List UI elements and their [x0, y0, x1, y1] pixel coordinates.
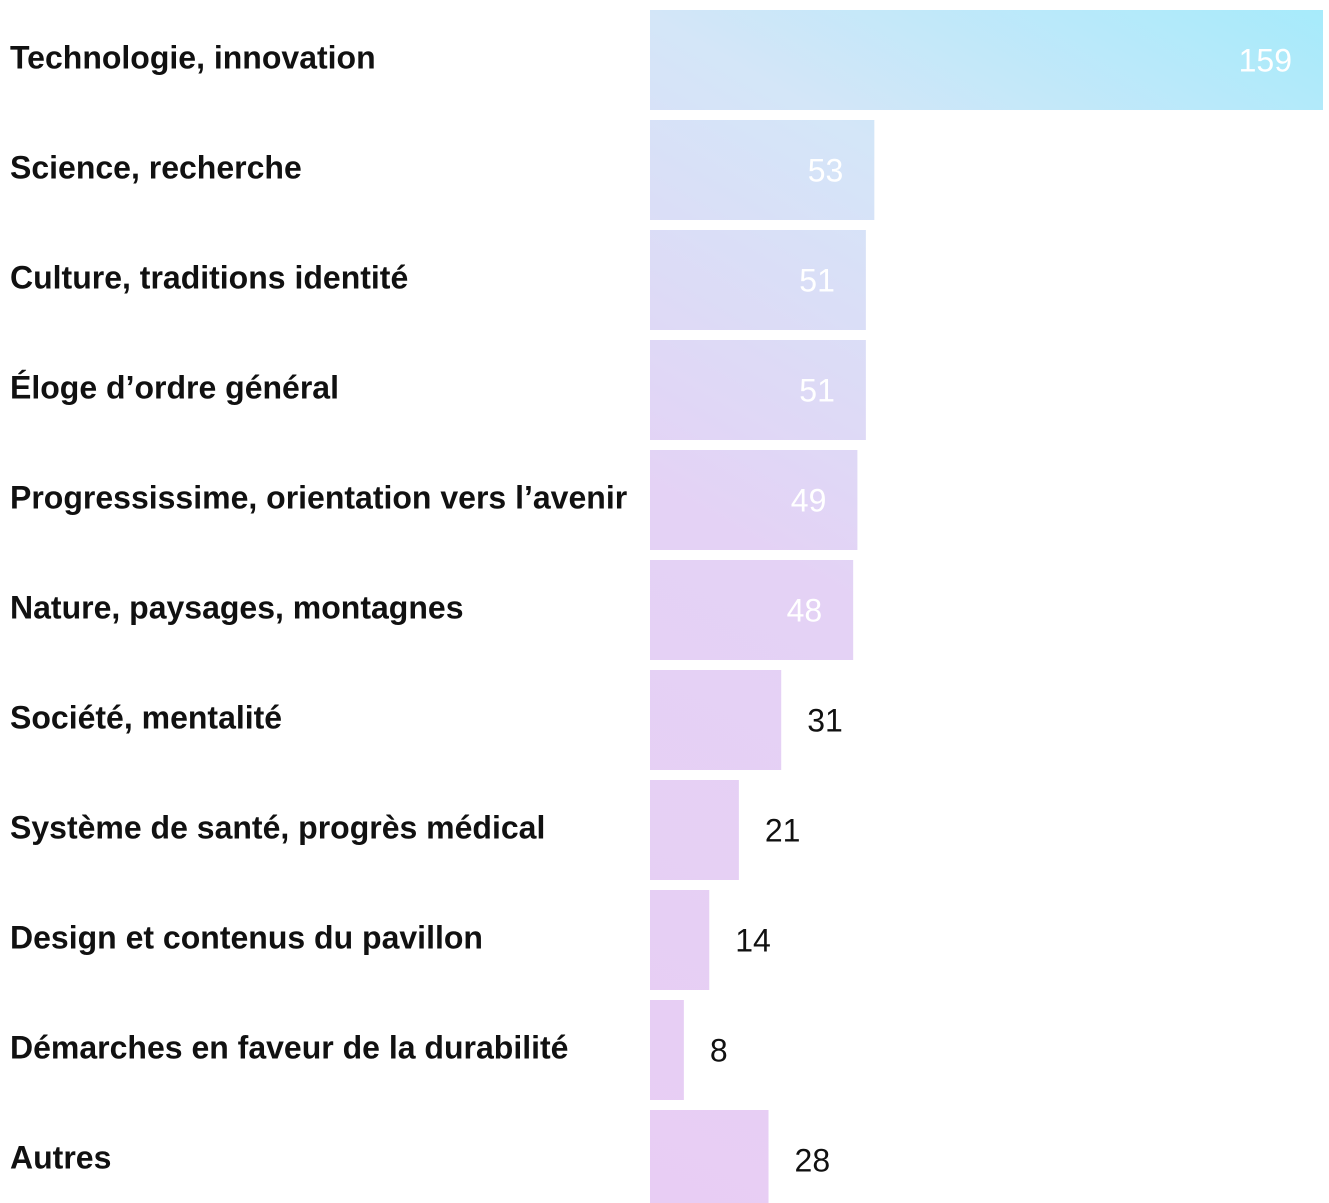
bar: [650, 230, 866, 330]
bar: [650, 10, 1323, 110]
value-label: 28: [795, 1142, 831, 1178]
category-label: Autres: [10, 1139, 111, 1175]
category-label: Progressissime, orientation vers l’aveni…: [10, 479, 627, 515]
category-label: Design et contenus du pavillon: [10, 919, 483, 955]
category-label: Système de santé, progrès médical: [10, 809, 545, 845]
value-label: 51: [799, 262, 835, 298]
value-label: 159: [1239, 42, 1292, 78]
category-label: Science, recherche: [10, 149, 302, 185]
value-label: 48: [787, 592, 823, 628]
value-label: 53: [808, 152, 844, 188]
bar: [650, 340, 866, 440]
value-label: 21: [765, 812, 801, 848]
bar: [650, 780, 739, 880]
value-label: 49: [791, 482, 827, 518]
bar: [650, 120, 875, 220]
category-label: Éloge d’ordre général: [10, 369, 339, 405]
bar: [650, 670, 782, 770]
value-label: 51: [799, 372, 835, 408]
category-label: Technologie, innovation: [10, 39, 376, 75]
category-label: Démarches en faveur de la durabilité: [10, 1029, 568, 1065]
category-label: Société, mentalité: [10, 699, 282, 735]
value-label: 31: [807, 702, 843, 738]
bar: [650, 560, 854, 660]
category-label: Nature, paysages, montagnes: [10, 589, 463, 625]
bar: [650, 890, 710, 990]
value-label: 14: [735, 922, 771, 958]
bar: [650, 1110, 769, 1203]
value-label: 8: [710, 1032, 728, 1068]
bar: [650, 1000, 684, 1100]
category-label: Culture, traditions identité: [10, 259, 408, 295]
bar: [650, 450, 858, 550]
